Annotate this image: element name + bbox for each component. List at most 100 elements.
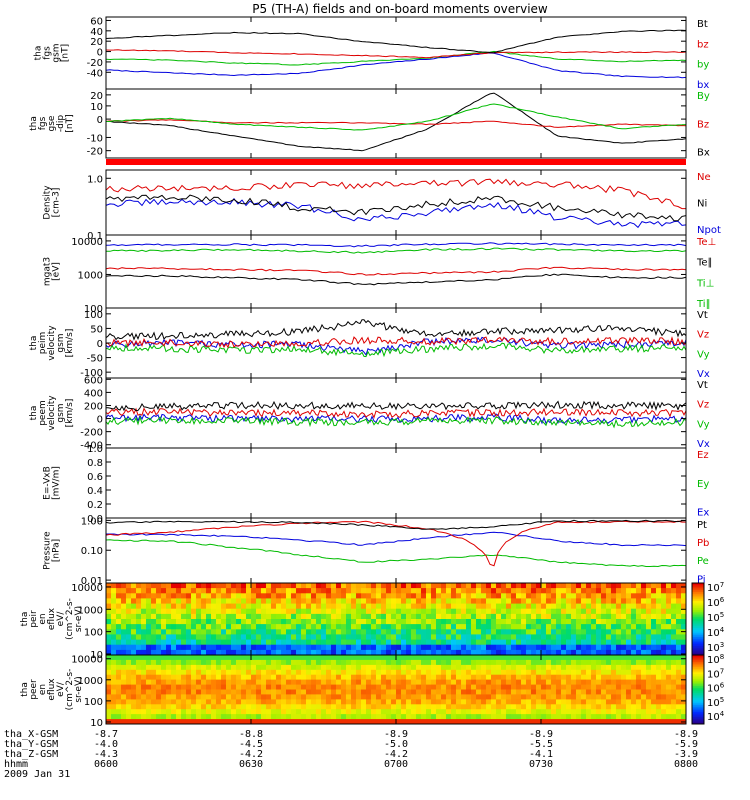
- spectrogram-cell: [191, 624, 197, 630]
- spectrogram-cell: [211, 588, 217, 594]
- spectrogram-cell: [206, 619, 212, 625]
- spectrogram-cell: [341, 593, 347, 599]
- spectrogram-cell: [631, 669, 637, 676]
- spectrogram-cell: [321, 689, 327, 695]
- spectrogram-cell: [441, 583, 447, 589]
- spectrogram-cell: [176, 624, 182, 630]
- spectrogram-cell: [356, 598, 362, 604]
- spectrogram-cell: [586, 583, 592, 589]
- spectrogram-cell: [246, 634, 252, 640]
- spectrogram-cell: [676, 629, 682, 635]
- colorbar-swatch: [692, 604, 704, 607]
- spectrogram-cell: [571, 709, 577, 715]
- spectrogram-cell: [426, 624, 432, 630]
- spectrogram-cell: [276, 598, 282, 604]
- colorbar-swatch: [692, 653, 704, 656]
- spectrogram-cell: [526, 664, 532, 671]
- spectrogram-cell: [121, 689, 127, 695]
- spectrogram-cell: [476, 669, 482, 676]
- spectrogram-cell: [481, 664, 487, 671]
- spectrogram-cell: [596, 639, 602, 646]
- spectrogram-cell: [486, 655, 492, 661]
- spectrogram-cell: [391, 593, 397, 599]
- spectrogram-cell: [171, 684, 177, 690]
- spectrogram-cell: [236, 689, 242, 695]
- footer-value: 0730: [529, 759, 553, 770]
- spectrogram-cell: [671, 659, 677, 666]
- spectrogram-cell: [151, 704, 157, 710]
- y-axis-label: gsm: [56, 403, 66, 422]
- spectrogram-cell: [561, 619, 567, 625]
- y-axis-label: peer: [29, 679, 39, 700]
- spectrogram-cell: [601, 719, 607, 725]
- spectrogram-cell: [206, 655, 212, 661]
- spectrogram-cell: [446, 669, 452, 676]
- spectrogram-cell: [606, 684, 612, 690]
- spectrogram-cell: [121, 639, 127, 646]
- spectrogram-cell: [541, 709, 547, 715]
- spectrogram-cell: [311, 593, 317, 599]
- spectrogram-cell: [456, 694, 462, 700]
- spectrogram-cell: [651, 719, 657, 725]
- spectrogram-cell: [586, 608, 592, 615]
- spectrogram-cell: [451, 684, 457, 690]
- spectrogram-cell: [111, 593, 117, 599]
- spectrogram-cell: [616, 608, 622, 615]
- spectrogram-cell: [546, 588, 552, 594]
- spectrogram-cell: [286, 674, 292, 681]
- colorbar-swatch: [692, 617, 704, 620]
- footer-value: -4.0: [94, 739, 118, 750]
- spectrogram-cell: [546, 704, 552, 710]
- spectrogram-cell: [426, 598, 432, 604]
- spectrogram-cell: [146, 634, 152, 640]
- spectrogram-cell: [331, 593, 337, 599]
- spectrogram-cell: [551, 684, 557, 690]
- spectrogram-cell: [226, 709, 232, 715]
- spectrogram-cell: [561, 684, 567, 690]
- spectrogram-cell: [176, 598, 182, 604]
- spectrogram-cell: [261, 613, 267, 620]
- spectrogram-cell: [246, 655, 252, 661]
- spectrogram-cell: [321, 714, 327, 720]
- spectrogram-cell: [186, 613, 192, 620]
- spectrogram-cell: [176, 674, 182, 681]
- spectrogram-cell: [646, 649, 652, 656]
- spectrogram-cell: [491, 709, 497, 715]
- spectrogram-cell: [586, 714, 592, 720]
- spectrogram-cell: [466, 669, 472, 676]
- spectrogram-cell: [131, 719, 137, 725]
- spectrogram-cell: [346, 583, 352, 589]
- spectrogram-cell: [386, 674, 392, 681]
- spectrogram-cell: [496, 634, 502, 640]
- spectrogram-cell: [121, 659, 127, 666]
- spectrogram-cell: [181, 634, 187, 640]
- spectrogram-cell: [341, 583, 347, 589]
- spectrogram-cell: [556, 689, 562, 695]
- spectrogram-cell: [651, 714, 657, 720]
- spectrogram-cell: [671, 689, 677, 695]
- spectrogram-cell: [671, 719, 677, 725]
- spectrogram-cell: [366, 613, 372, 620]
- spectrogram-cell: [216, 655, 222, 661]
- spectrogram-cell: [511, 629, 517, 635]
- spectrogram-cell: [541, 639, 547, 646]
- spectrogram-cell: [586, 669, 592, 676]
- spectrogram-cell: [681, 593, 687, 599]
- spectrogram-cell: [116, 588, 122, 594]
- spectrogram-cell: [556, 674, 562, 681]
- spectrogram-cell: [671, 699, 677, 705]
- spectrogram-cell: [311, 679, 317, 685]
- series-line-vz: [105, 336, 687, 349]
- spectrogram-cell: [201, 613, 207, 620]
- spectrogram-cell: [401, 603, 407, 610]
- spectrogram-cell: [626, 655, 632, 661]
- spectrogram-cell: [586, 593, 592, 599]
- spectrogram-cell: [166, 583, 172, 589]
- spectrogram-cell: [461, 629, 467, 635]
- spectrogram-cell: [396, 694, 402, 700]
- spectrogram-cell: [561, 655, 567, 661]
- spectrogram-cell: [266, 664, 272, 671]
- spectrogram-cell: [561, 704, 567, 710]
- spectrogram-cell: [126, 588, 132, 594]
- spectrogram-cell: [401, 639, 407, 646]
